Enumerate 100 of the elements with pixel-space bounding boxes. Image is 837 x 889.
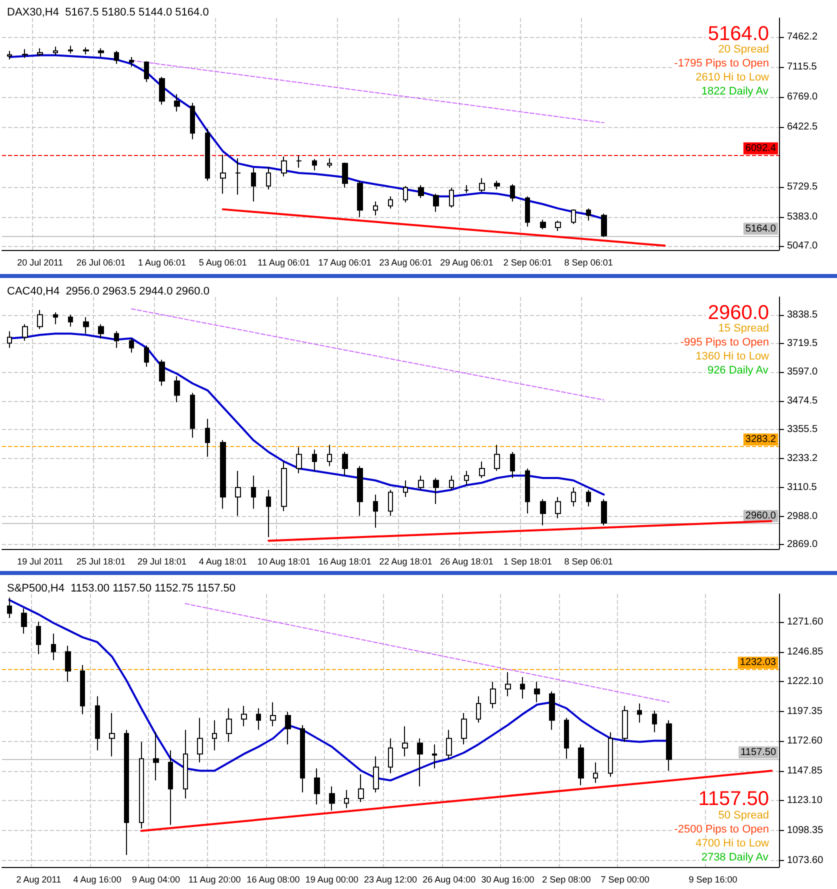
candlestick xyxy=(37,48,43,57)
candlestick xyxy=(342,162,348,188)
x-tick-label: 5 Aug 06:01 xyxy=(198,258,247,268)
candlestick xyxy=(281,156,287,177)
candlestick xyxy=(22,48,28,58)
x-tick-label: 26 Jul 06:01 xyxy=(76,258,126,268)
candlestick xyxy=(476,696,481,724)
y-tick-label: 6422.5 xyxy=(787,121,818,132)
candlestick xyxy=(235,470,241,516)
candlestick xyxy=(114,50,119,64)
ref-line-label: 1157.50 xyxy=(740,746,776,758)
candlestick xyxy=(212,720,217,751)
x-tick-label: 1 Aug 06:01 xyxy=(138,258,186,268)
ref-line-label: 2960.0 xyxy=(745,510,776,522)
candlestick xyxy=(520,676,525,700)
candlestick xyxy=(433,478,439,505)
candlestick xyxy=(270,702,276,727)
annotation: 5164.0 xyxy=(708,23,769,45)
candlestick xyxy=(95,696,100,751)
chart-title: S&P500,H4 1153.00 1157.50 1152.75 1157.50 xyxy=(7,582,236,594)
candlestick xyxy=(98,48,104,58)
y-tick-label: 1147.85 xyxy=(787,765,823,776)
candlestick xyxy=(446,729,452,760)
candlestick xyxy=(220,440,226,510)
x-tick-label: 8 Sep 06:01 xyxy=(564,556,613,566)
candlestick xyxy=(65,645,71,682)
candlestick xyxy=(637,702,642,724)
candlestick xyxy=(555,496,561,519)
candlestick xyxy=(403,480,408,498)
candlestick xyxy=(601,498,607,526)
y-tick-label: 5047.0 xyxy=(787,240,818,252)
candlestick xyxy=(114,330,119,348)
y-tick-label: 1271.60 xyxy=(787,616,824,628)
candlestick xyxy=(7,330,12,348)
x-tick-label: 26 Aug 04:00 xyxy=(422,874,476,884)
candlestick xyxy=(296,446,302,474)
candlestick xyxy=(373,756,379,793)
candlestick xyxy=(36,621,41,655)
candlestick xyxy=(266,489,271,538)
candlestick xyxy=(510,451,515,479)
annotation: 2610 Hi to Low xyxy=(696,72,770,84)
candlestick xyxy=(418,184,424,199)
y-tick-label: 3355.5 xyxy=(787,424,818,435)
x-tick-label: 4 Aug 16:00 xyxy=(73,874,122,884)
candlestick xyxy=(490,681,496,709)
x-tick-label: 1 Sep 18:01 xyxy=(503,556,552,566)
chart-title: CAC40,H4 2956.0 2963.5 2944.0 2960.0 xyxy=(7,286,210,298)
candlestick xyxy=(652,710,657,733)
y-tick-label: 3838.5 xyxy=(787,310,818,321)
candlestick xyxy=(571,486,576,507)
candlestick xyxy=(235,158,241,196)
candlestick xyxy=(285,711,291,745)
x-tick-label: 2 Aug 2011 xyxy=(16,874,62,884)
candlestick xyxy=(402,726,408,757)
ref-line-label: 6092.4 xyxy=(745,142,776,154)
candlestick xyxy=(449,475,454,490)
y-tick-label: 2869.0 xyxy=(787,539,818,550)
candlestick xyxy=(314,768,320,805)
x-tick-label: 10 Aug 18:01 xyxy=(257,556,310,566)
y-tick-label: 3233.2 xyxy=(787,452,818,464)
candlestick xyxy=(83,46,89,55)
y-tick-label: 7462.2 xyxy=(787,31,818,42)
candlestick xyxy=(129,338,134,354)
x-tick-label: 19 Aug 00:00 xyxy=(305,874,358,884)
x-tick-label: 22 Aug 18:01 xyxy=(379,556,432,566)
candlestick xyxy=(153,732,159,781)
candlestick xyxy=(505,672,511,697)
candlestick xyxy=(22,324,28,342)
candlestick xyxy=(190,392,195,438)
candlestick xyxy=(51,633,56,661)
annotation: -995 Pips to Open xyxy=(680,336,770,348)
candlestick xyxy=(433,193,439,212)
y-tick-label: 1073.60 xyxy=(787,854,824,866)
x-tick-label: 11 Aug 06:01 xyxy=(258,258,310,268)
candlestick xyxy=(342,451,348,476)
annotation: -2500 Pips to Open xyxy=(674,824,770,836)
candlestick xyxy=(479,460,485,479)
candlestick xyxy=(564,717,569,760)
y-tick-label: 3110.5 xyxy=(787,482,818,493)
candlestick xyxy=(37,310,43,330)
candlestick xyxy=(21,608,27,634)
candlestick xyxy=(494,180,500,190)
annotation: 1157.50 xyxy=(698,788,769,810)
candlestick xyxy=(608,732,613,778)
candlestick xyxy=(129,56,134,67)
candlestick xyxy=(68,45,73,54)
candlestick xyxy=(80,664,85,715)
candlestick xyxy=(464,184,469,194)
candlestick xyxy=(300,724,305,793)
x-tick-label: 23 Aug 06:01 xyxy=(379,258,432,268)
candlestick xyxy=(571,208,576,225)
candlestick xyxy=(159,76,165,106)
candlestick xyxy=(174,376,180,403)
candlestick xyxy=(449,187,454,208)
x-tick-label: 23 Aug 12:00 xyxy=(364,874,418,884)
candlestick xyxy=(168,750,173,826)
candlestick xyxy=(344,790,349,809)
annotation: 2738 Daily Av xyxy=(701,852,769,864)
x-tick-label: 9 Aug 04:00 xyxy=(132,874,180,884)
x-tick-label: 7 Sep 00:00 xyxy=(600,874,650,884)
